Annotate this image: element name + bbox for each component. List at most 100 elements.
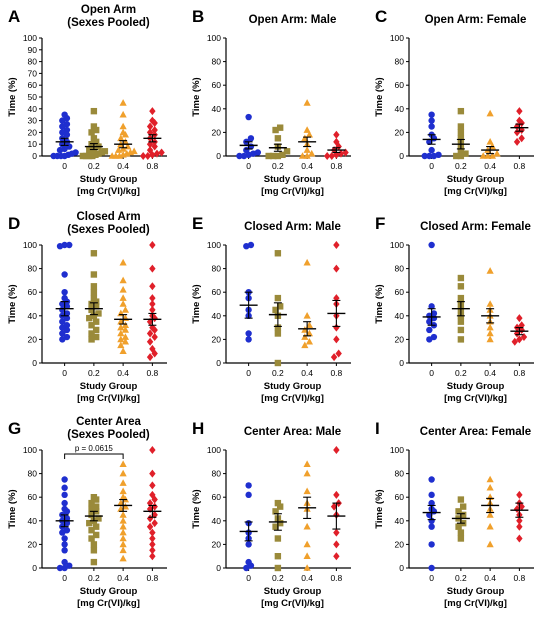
data-point [428,146,435,154]
data-point [428,499,435,507]
data-point [90,558,98,566]
data-point [92,333,100,341]
data-point [486,540,494,548]
y-tick-label: 30 [28,116,38,126]
data-point [149,540,156,549]
data-point [59,117,66,124]
data-point [428,111,435,118]
x-axis-label: [mg Cr(VI)/kg] [261,598,324,609]
data-point [457,496,465,503]
group-0-2 [265,124,291,160]
data-point [63,519,71,527]
panel-c: C Open Arm: Female 0 20 40 60 80 100 Time (%) 0 0.… [374,7,534,197]
y-tick-label: 100 [390,33,404,43]
data-point [59,529,66,536]
data-point [144,152,151,160]
y-tick-label: 100 [390,445,404,455]
data-point [123,149,131,157]
data-point [274,499,282,507]
data-point [119,122,127,130]
data-point [88,336,95,343]
data-point [459,503,467,510]
y-tick-label: 80 [28,469,38,479]
data-point [121,333,130,340]
data-point [486,109,494,117]
y-tick-label: 0 [216,563,221,573]
data-point [90,107,98,115]
data-point [90,289,98,296]
group-0-2 [84,494,103,566]
data-point [245,491,252,499]
x-tick-label: 0.2 [88,573,100,583]
data-point [149,446,156,454]
y-axis-label: Time (%) [191,284,202,323]
group-0 [236,113,262,160]
data-point [56,564,64,572]
y-tick-label: 40 [28,516,38,526]
data-point [151,325,158,334]
group-0-8 [327,446,346,561]
data-point [151,314,158,323]
data-point [61,558,68,566]
y-tick-label: 60 [395,80,405,90]
group-0-4 [298,460,317,571]
y-tick-label: 80 [395,57,405,67]
y-tick-label: 0 [399,358,404,368]
data-point [330,353,338,362]
data-point [333,130,340,139]
data-point [301,341,309,349]
x-tick-label: 0.8 [146,368,158,378]
x-axis-label: Study Group [264,381,322,392]
data-point [149,528,156,537]
data-point [117,323,125,331]
x-axis-label: Study Group [447,381,505,392]
group-0-4 [481,475,500,548]
group-0-4 [481,267,500,343]
data-point [486,138,494,145]
data-point [486,483,494,491]
data-point [88,306,95,314]
x-tick-label: 0.4 [117,573,129,583]
data-point [146,522,154,531]
x-tick-label: 0 [62,161,67,171]
x-axis-label: [mg Cr(VI)/kg] [444,393,507,404]
data-point [272,523,279,530]
data-point [61,271,68,278]
panel-letter: B [192,7,204,26]
data-point [486,267,494,274]
panel-letter: G [8,419,21,438]
y-tick-label: 20 [395,539,405,549]
data-point [276,124,284,131]
y-tick-label: 60 [212,492,222,502]
y-tick-label: 100 [207,445,221,455]
x-tick-label: 0 [62,368,67,378]
data-point [240,152,248,160]
data-point [428,564,435,572]
data-point [119,258,127,266]
x-tick-label: 0.4 [301,368,313,378]
data-point [149,150,156,159]
data-point [274,564,282,572]
data-point [119,487,127,495]
data-point [86,519,93,527]
group-0-4 [114,460,133,562]
data-point [279,151,286,159]
data-point [149,305,156,314]
x-tick-label: 0.4 [484,161,496,171]
data-point [301,333,309,340]
data-point [92,298,100,305]
panel-title: Center Area: Male [244,426,341,438]
y-tick-label: 20 [212,127,222,137]
data-point [457,123,465,130]
group-0-2 [451,496,470,542]
data-point [90,135,98,142]
x-tick-label: 0.2 [272,368,284,378]
panel-letter: I [375,419,380,438]
panel-e: E Closed Arm: Male 0 20 40 60 80 100 Time (%) 0 0.… [191,214,351,404]
data-point [56,242,64,250]
panel-title: Closed Arm [76,211,140,223]
data-point [518,118,525,127]
y-tick-label: 0 [216,151,221,161]
data-point [90,541,98,548]
data-point [119,276,127,284]
